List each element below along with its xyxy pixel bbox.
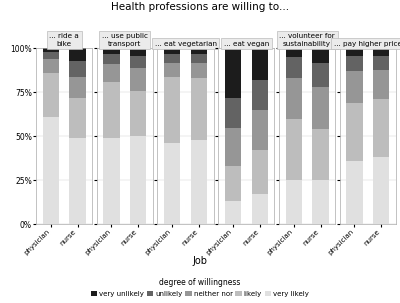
- Bar: [312, 180, 328, 224]
- Bar: [252, 110, 268, 150]
- Bar: [164, 54, 180, 62]
- Bar: [43, 59, 59, 73]
- Bar: [164, 77, 180, 143]
- Title: ... eat vegan: ... eat vegan: [224, 41, 269, 47]
- Title: ... pay higher price: ... pay higher price: [334, 41, 400, 47]
- Bar: [130, 48, 146, 55]
- Bar: [70, 77, 86, 98]
- Bar: [191, 54, 207, 62]
- Bar: [130, 136, 146, 224]
- Bar: [164, 48, 180, 54]
- Bar: [312, 48, 328, 62]
- Bar: [70, 138, 86, 224]
- Bar: [104, 48, 120, 54]
- Bar: [43, 48, 59, 52]
- Bar: [164, 143, 180, 224]
- Title: ... eat vegetarian: ... eat vegetarian: [155, 41, 217, 47]
- Bar: [43, 52, 59, 59]
- Bar: [252, 48, 268, 80]
- Bar: [312, 62, 328, 87]
- Bar: [70, 98, 86, 138]
- Bar: [312, 129, 328, 180]
- Bar: [225, 98, 241, 128]
- Bar: [191, 78, 207, 140]
- Bar: [286, 119, 302, 180]
- Bar: [373, 55, 389, 70]
- Bar: [286, 78, 302, 119]
- Bar: [373, 99, 389, 158]
- Bar: [104, 82, 120, 138]
- Bar: [373, 70, 389, 99]
- Bar: [225, 128, 241, 166]
- Bar: [104, 138, 120, 224]
- Bar: [191, 62, 207, 78]
- Bar: [252, 194, 268, 224]
- Bar: [164, 62, 180, 77]
- Bar: [346, 161, 362, 224]
- Bar: [346, 71, 362, 103]
- Bar: [286, 48, 302, 57]
- Bar: [104, 64, 120, 82]
- Bar: [70, 48, 86, 61]
- Bar: [346, 55, 362, 71]
- Text: Health professions are willing to...: Health professions are willing to...: [111, 2, 289, 12]
- Bar: [225, 166, 241, 201]
- Legend: very unlikely, unlikely, neither nor, likely, very likely: very unlikely, unlikely, neither nor, li…: [88, 275, 312, 300]
- Bar: [130, 91, 146, 136]
- Text: Job: Job: [192, 256, 208, 266]
- Title: ... ride a
bike: ... ride a bike: [49, 33, 79, 47]
- Bar: [130, 68, 146, 91]
- Bar: [346, 48, 362, 55]
- Title: ... volunteer for
sustainability: ... volunteer for sustainability: [279, 33, 335, 47]
- Bar: [252, 150, 268, 194]
- Bar: [346, 103, 362, 161]
- Bar: [43, 117, 59, 224]
- Bar: [70, 61, 86, 77]
- Title: ... use public
transport: ... use public transport: [102, 33, 148, 47]
- Bar: [43, 73, 59, 117]
- Bar: [191, 140, 207, 224]
- Bar: [312, 87, 328, 129]
- Bar: [252, 80, 268, 110]
- Bar: [104, 54, 120, 64]
- Bar: [373, 158, 389, 224]
- Bar: [286, 57, 302, 78]
- Bar: [225, 48, 241, 98]
- Bar: [373, 48, 389, 55]
- Bar: [191, 48, 207, 54]
- Bar: [225, 201, 241, 224]
- Bar: [286, 180, 302, 224]
- Bar: [130, 55, 146, 68]
